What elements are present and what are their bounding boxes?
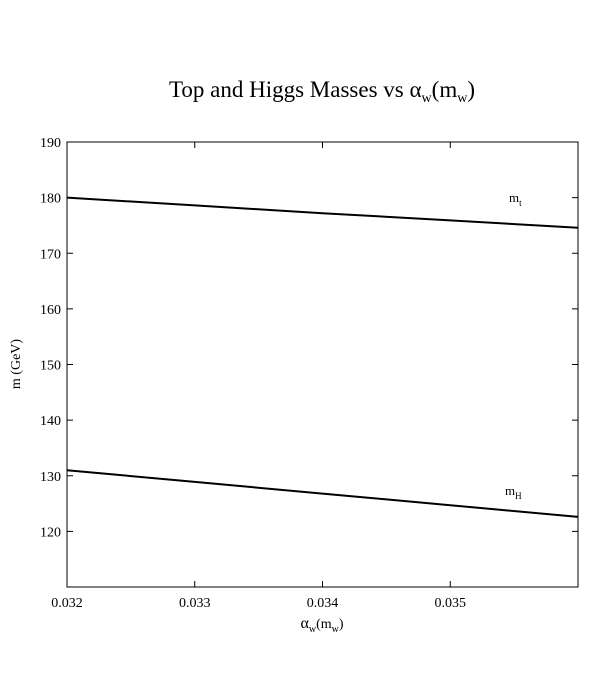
y-tick-label: 180	[40, 192, 61, 207]
chart-title-sub1: w	[422, 91, 433, 106]
series-line-t	[66, 196, 579, 229]
x-axis-label-close: )	[339, 617, 344, 632]
x-tick-label: 0.033	[179, 596, 211, 611]
chart-title-close: )	[467, 77, 475, 102]
series-label-sub: t	[519, 198, 522, 208]
y-axis-ticks: 120 130 140 150 160 170 180 190	[40, 136, 578, 540]
x-axis-label-alpha: α	[300, 615, 309, 632]
y-tick-label: 140	[40, 414, 61, 429]
chart-title: Top and Higgs Masses vs αw(mw)	[169, 77, 475, 106]
x-tick-label: 0.034	[307, 596, 339, 611]
chart-title-alpha: α	[409, 77, 421, 102]
x-axis-label-open: (m	[316, 617, 332, 632]
x-axis-label: αw(mw)	[300, 615, 343, 635]
x-axis-label-sub1: w	[309, 624, 317, 635]
series-label-h: mH	[505, 483, 522, 501]
x-axis-label-sub2: w	[332, 624, 340, 635]
y-axis-label: m (GeV)	[9, 339, 24, 389]
series-label-t: mt	[509, 190, 522, 208]
x-tick-label: 0.032	[51, 596, 83, 611]
y-tick-label: 190	[40, 136, 61, 151]
y-tick-label: 130	[40, 470, 61, 485]
plot-frame	[66, 141, 579, 588]
y-tick-label: 170	[40, 247, 61, 262]
chart-title-open: (m	[432, 77, 458, 102]
x-tick-label: 0.035	[435, 596, 467, 611]
y-tick-label: 160	[40, 303, 61, 318]
series-label-main: m	[505, 483, 515, 498]
series-line-h	[66, 469, 579, 518]
y-tick-label: 120	[40, 525, 61, 540]
chart-title-sub2: w	[457, 91, 468, 106]
series-lines	[66, 196, 579, 518]
series-label-main: m	[509, 190, 519, 205]
series-label-sub: H	[515, 491, 522, 501]
x-axis-ticks: 0.032 0.033 0.034 0.035	[51, 142, 466, 611]
y-tick-label: 150	[40, 359, 61, 374]
chart-title-prefix: Top and Higgs Masses vs	[169, 77, 410, 102]
